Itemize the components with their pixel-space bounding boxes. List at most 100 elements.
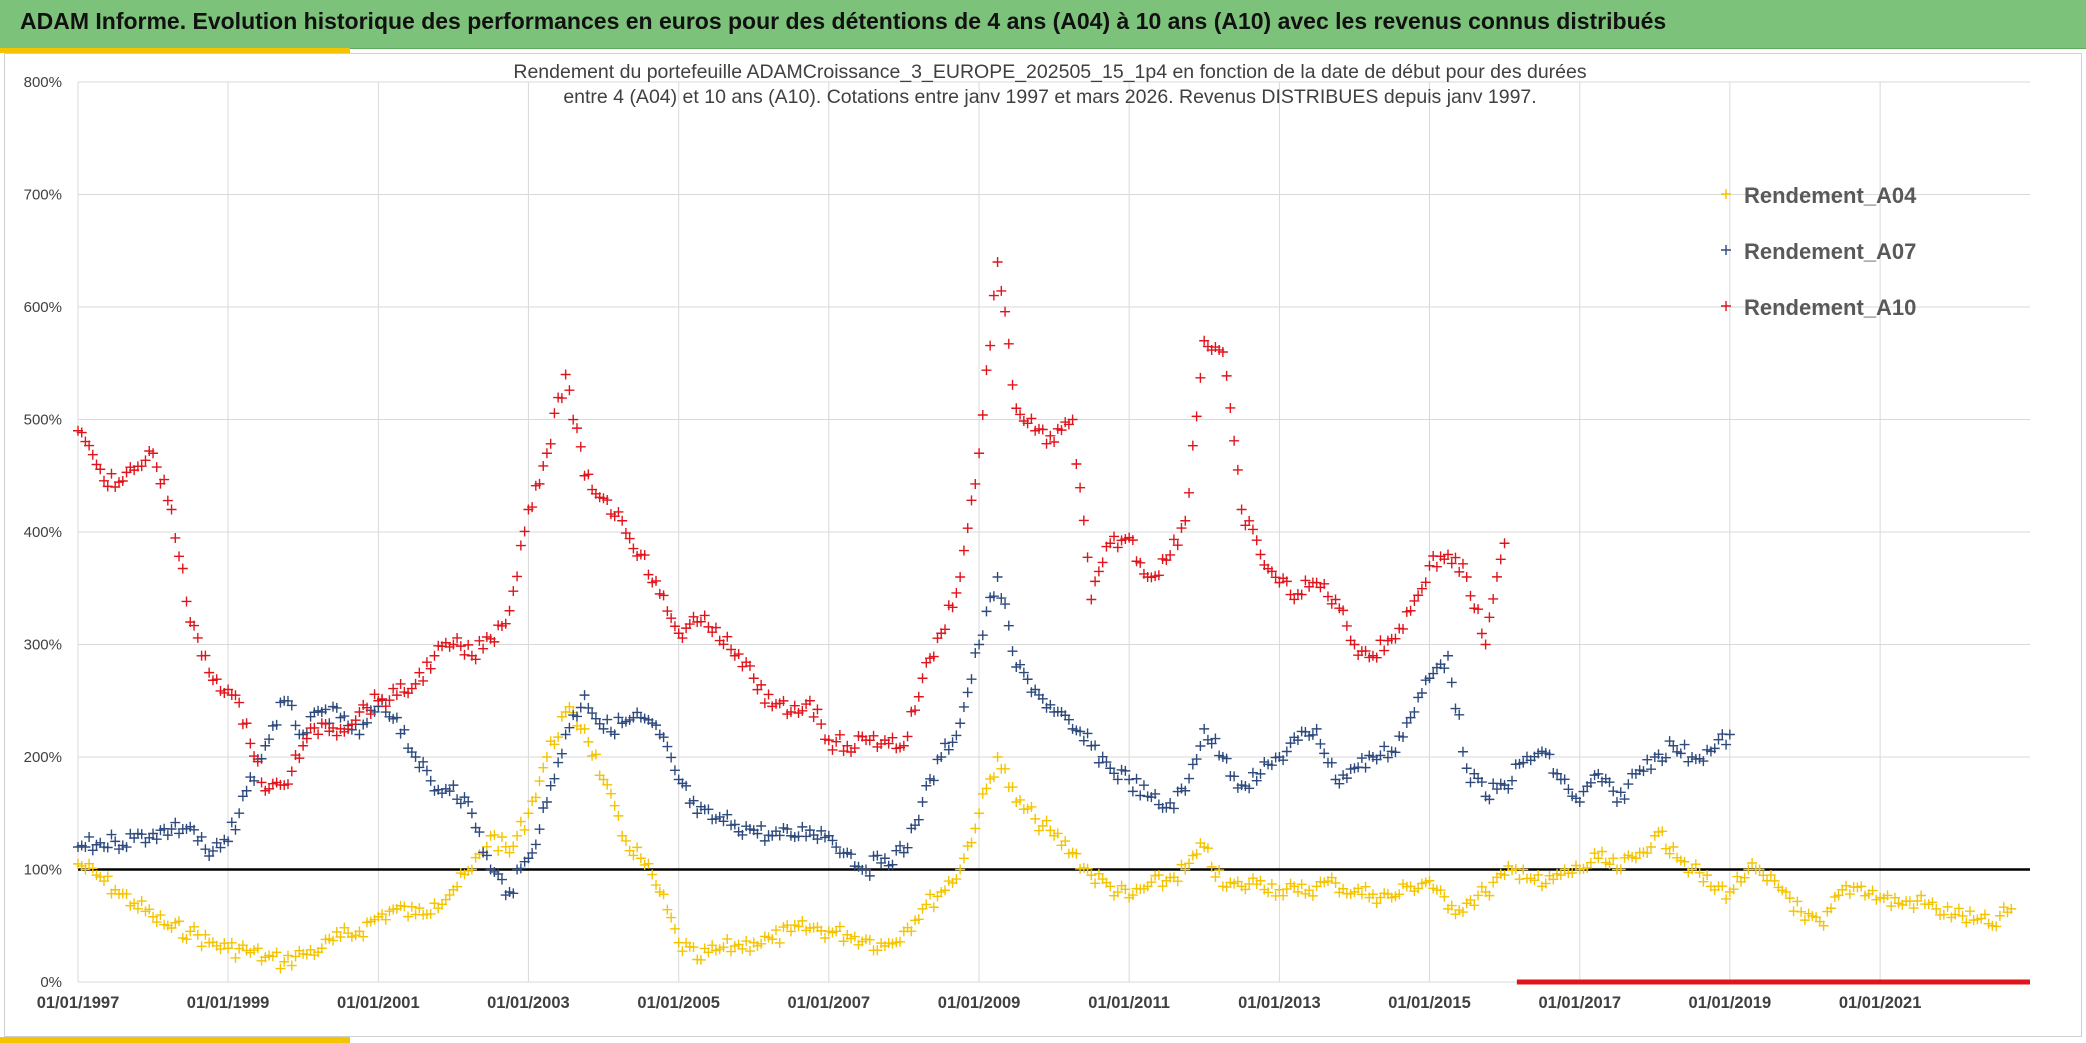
data-point-interp (1270, 572, 1281, 583)
data-point-interp (1484, 612, 1495, 623)
data-point-interp (1146, 877, 1157, 888)
data-point-interp (1604, 777, 1615, 788)
data-point-interp (530, 839, 541, 850)
data-point-interp (1187, 759, 1198, 770)
data-point-interp (331, 702, 342, 713)
data-point-interp (737, 829, 748, 840)
data-point-interp (1090, 740, 1101, 751)
data-point (917, 673, 928, 684)
data-point-interp (868, 730, 879, 741)
data-point (1555, 870, 1566, 881)
data-point-interp (1060, 836, 1071, 847)
data-point-interp (226, 937, 237, 948)
data-point-interp (1172, 876, 1183, 887)
data-point (1668, 842, 1679, 852)
data-point-interp (590, 749, 601, 760)
data-point (1630, 853, 1641, 864)
data-point-interp (1390, 633, 1401, 644)
data-point (1330, 878, 1341, 888)
data-point (2006, 903, 2017, 914)
data-point (391, 690, 402, 701)
data-point-interp (639, 550, 650, 561)
data-point-interp (756, 938, 767, 949)
data-point-interp (95, 464, 106, 475)
data-point-interp (1416, 688, 1427, 699)
x-tick-label: 01/01/2013 (1238, 994, 1321, 1012)
data-point (166, 504, 177, 515)
data-point-interp (459, 649, 470, 660)
data-point-interp (493, 868, 504, 879)
data-point-interp (1409, 595, 1420, 606)
data-point-interp (1615, 787, 1626, 798)
data-point (335, 932, 346, 942)
data-point-interp (496, 874, 507, 885)
data-point-interp (1484, 794, 1495, 805)
data-point-interp (1792, 896, 1803, 907)
data-point-interp (286, 960, 297, 971)
data-point-interp (1495, 554, 1506, 565)
data-point-interp (1604, 859, 1615, 870)
data-point-interp (1382, 752, 1393, 763)
data-point-interp (774, 830, 785, 841)
data-point (804, 695, 815, 706)
data-point (710, 622, 721, 633)
x-tick-label: 01/01/2019 (1689, 994, 1772, 1012)
data-point-interp (1022, 674, 1033, 685)
data-point-interp (538, 762, 549, 773)
data-point-interp (496, 832, 507, 843)
data-point-interp (1585, 857, 1596, 868)
data-point-interp (1375, 750, 1386, 761)
data-point-interp (1379, 741, 1390, 752)
data-point-interp (414, 903, 425, 914)
data-point-interp (1679, 739, 1690, 750)
data-point-interp (1660, 752, 1671, 763)
data-point-interp (1394, 889, 1405, 900)
data-point-interp (207, 845, 218, 856)
data-point-interp (571, 423, 582, 434)
data-point-interp (695, 616, 706, 627)
data-point-interp (1082, 728, 1093, 739)
data-point-interp (951, 587, 962, 598)
data-point-interp (508, 888, 519, 899)
data-point-interp (189, 620, 200, 631)
data-point-interp (797, 915, 808, 926)
data-point (541, 797, 552, 807)
data-point (955, 864, 966, 875)
data-point-interp (481, 850, 492, 861)
data-point-interp (838, 746, 849, 757)
data-point-interp (733, 649, 744, 660)
data-point-interp (553, 757, 564, 768)
data-point-interp (1266, 566, 1277, 577)
data-point-interp (1232, 464, 1243, 475)
data-point (466, 808, 477, 819)
data-point-interp (1112, 542, 1123, 553)
data-point-interp (662, 741, 673, 752)
data-point-interp (275, 963, 286, 974)
data-point-interp (508, 841, 519, 852)
data-point-interp (1413, 590, 1424, 601)
data-point-interp (789, 700, 800, 711)
data-point-interp (320, 718, 331, 729)
data-point-interp (418, 675, 429, 686)
data-point-interp (628, 850, 639, 861)
data-point-interp (1165, 549, 1176, 560)
x-tick-label: 01/01/2017 (1538, 994, 1621, 1012)
legend-marker (1721, 301, 1731, 311)
series-Rendement_A07 (73, 572, 1735, 901)
data-point-interp (1702, 870, 1713, 881)
data-point-interp (1563, 784, 1574, 795)
data-point-interp (481, 841, 492, 852)
data-point (1724, 729, 1735, 740)
data-point (316, 943, 327, 954)
data-point-interp (1476, 881, 1487, 892)
data-point-interp (958, 853, 969, 864)
data-point-interp (1150, 788, 1161, 799)
data-point-interp (827, 744, 838, 755)
data-point-interp (1322, 591, 1333, 602)
data-point-interp (643, 858, 654, 869)
data-point-interp (151, 462, 162, 473)
data-point-interp (489, 636, 500, 647)
data-point-interp (921, 899, 932, 910)
data-point-interp (320, 704, 331, 715)
data-point-interp (651, 575, 662, 586)
